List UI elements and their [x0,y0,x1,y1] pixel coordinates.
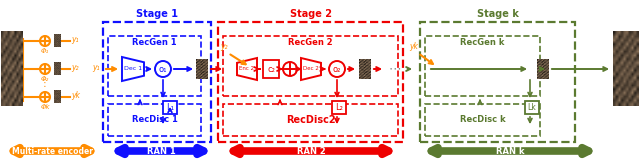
Text: RAN 2: RAN 2 [296,146,325,155]
Text: y₁: y₁ [71,35,79,44]
Text: Φk: Φk [40,104,50,110]
Text: Multi-rate encoder: Multi-rate encoder [12,146,93,155]
Text: ⋯: ⋯ [388,62,401,75]
Text: y₂: y₂ [71,63,79,72]
Text: Stage 2: Stage 2 [289,9,332,19]
Text: L₁: L₁ [166,103,174,112]
Text: Stage 1: Stage 1 [136,9,178,19]
Polygon shape [122,57,144,81]
Bar [163,101,177,114]
Text: RecDisc k: RecDisc k [460,115,506,124]
Bar [103,22,211,142]
Text: yk: yk [409,42,418,51]
Polygon shape [237,58,257,80]
Text: RecDisc 1: RecDisc 1 [132,115,177,124]
Bar [332,101,346,114]
Bar [223,104,398,136]
Bar [108,104,201,136]
Bar [425,104,540,136]
Text: Dec 2: Dec 2 [303,66,319,72]
Text: y₁: y₁ [93,62,100,72]
Bar [420,22,575,142]
Bar [425,36,540,96]
Text: Stage k: Stage k [477,9,518,19]
Text: RecDisc2: RecDisc2 [285,115,335,125]
Text: RecGen 1: RecGen 1 [132,38,177,47]
Bar [263,60,279,78]
Text: RAN k: RAN k [496,146,524,155]
Text: L₂: L₂ [335,103,343,112]
Text: RAN 1: RAN 1 [147,146,175,155]
Text: RecGen k: RecGen k [460,38,505,47]
Bar [223,36,398,96]
Text: o₁: o₁ [159,64,167,73]
Text: yk: yk [71,92,80,101]
Bar [108,36,201,96]
Text: Φ₂: Φ₂ [41,76,49,82]
Text: ⋮: ⋮ [40,78,50,88]
Bar [525,101,539,114]
Text: o₂: o₂ [333,64,341,73]
Bar [218,22,403,142]
Text: Enc 2: Enc 2 [239,66,255,72]
Text: RecGen 2: RecGen 2 [288,38,333,47]
Polygon shape [301,58,321,80]
Text: c₂: c₂ [267,64,275,73]
Text: y₂: y₂ [220,42,227,51]
Text: Dec 1: Dec 1 [124,66,142,72]
Text: Lk: Lk [527,103,536,112]
Text: Φ₁: Φ₁ [41,48,49,54]
